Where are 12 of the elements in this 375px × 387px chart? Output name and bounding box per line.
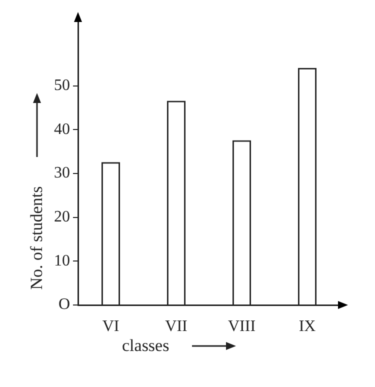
x-tick-label: VI <box>102 318 120 335</box>
y-tick-label: 50 <box>54 76 70 94</box>
x-axis-title: classes <box>122 336 170 356</box>
y-tick-label: O <box>58 296 70 314</box>
y-axis-title: No. of students <box>27 185 47 292</box>
x-tick-label: IX <box>298 318 316 335</box>
x-tick-label: VII <box>165 318 188 335</box>
y-tick-label: 30 <box>54 164 70 182</box>
y-tick-label: 40 <box>54 120 70 138</box>
x-tick-label: VIII <box>228 318 256 335</box>
y-tick-label: 10 <box>54 252 70 270</box>
y-tick-label: 20 <box>54 208 70 226</box>
